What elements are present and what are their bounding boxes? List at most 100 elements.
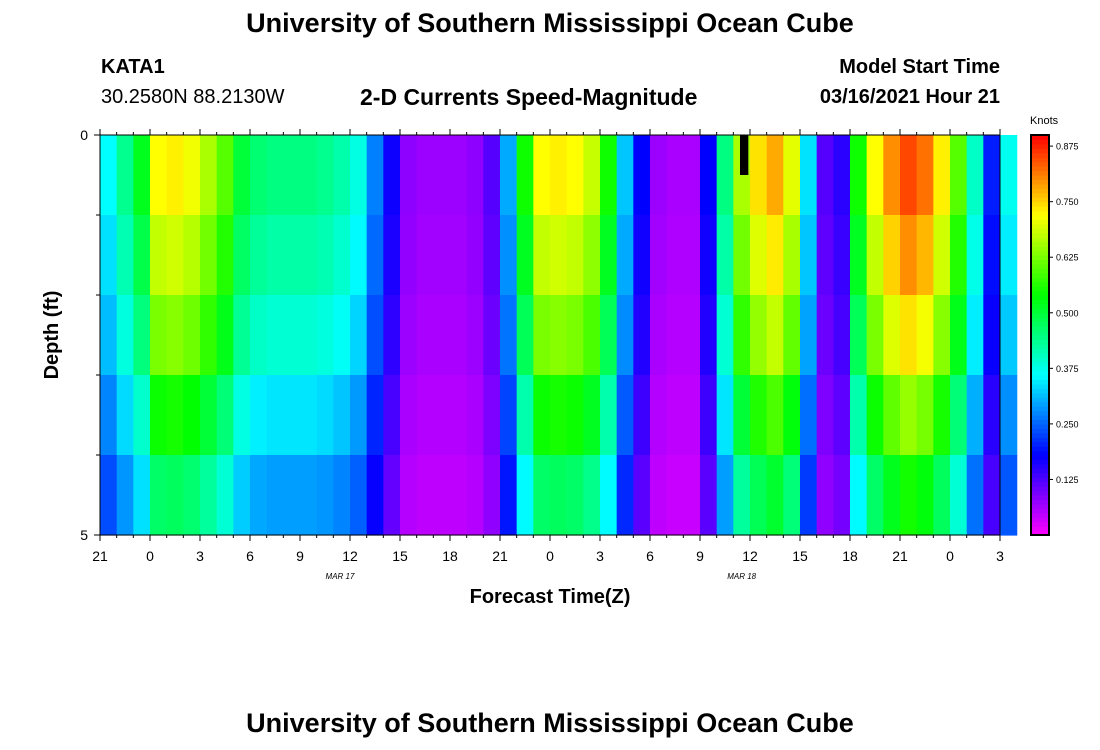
heatmap-cell [1000, 455, 1018, 536]
heatmap-cell [883, 295, 901, 376]
x-tick-label: 15 [792, 548, 808, 564]
heatmap-cell [200, 455, 218, 536]
colorbar-step [1031, 192, 1049, 198]
heatmap-cell [800, 135, 818, 216]
heatmap-cell [466, 295, 484, 376]
colorbar-tick-label: 0.250 [1056, 419, 1079, 429]
heatmap-cell [100, 295, 118, 376]
x-tick-label: 3 [596, 548, 604, 564]
colorbar-step [1031, 223, 1049, 229]
heatmap-cell [316, 375, 334, 456]
colorbar-step [1031, 401, 1049, 407]
station-id: KATA1 [101, 56, 165, 78]
heatmap-cell [950, 375, 968, 456]
heatmap-cell [850, 455, 868, 536]
x-tick-label: 6 [646, 548, 654, 564]
colorbar-step [1031, 375, 1049, 381]
heatmap-cell [816, 295, 834, 376]
colorbar-step [1031, 272, 1049, 278]
heatmap-cell [683, 215, 701, 296]
colorbar-step [1031, 290, 1049, 296]
heatmap-cell [1000, 295, 1018, 376]
heatmap-cell [950, 455, 968, 536]
heatmap-cell [400, 375, 418, 456]
colorbar-step [1031, 468, 1049, 474]
heatmap-cell [200, 215, 218, 296]
colorbar-step [1031, 237, 1049, 243]
x-tick-label: 12 [342, 548, 358, 564]
heatmap-cell [133, 135, 151, 216]
heatmap-cell [533, 455, 551, 536]
colorbar-step [1031, 308, 1049, 314]
heatmap-cell [750, 375, 768, 456]
colorbar-step [1031, 432, 1049, 438]
colorbar-step [1031, 450, 1049, 456]
colorbar-step [1031, 508, 1049, 514]
heatmap-cells [100, 135, 1018, 536]
heatmap-cell [116, 295, 134, 376]
heatmap-cell [133, 215, 151, 296]
x-tick-label: 12 [742, 548, 758, 564]
heatmap-cell [916, 455, 934, 536]
colorbar-step [1031, 152, 1049, 158]
colorbar-step [1031, 490, 1049, 496]
heatmap-cell [533, 295, 551, 376]
heatmap-cell [100, 215, 118, 296]
colorbar-step [1031, 303, 1049, 309]
missing-data-cell [740, 135, 749, 175]
heatmap-cell [416, 295, 434, 376]
colorbar-step [1031, 503, 1049, 509]
heatmap-cell [316, 295, 334, 376]
heatmap-cell [733, 375, 751, 456]
heatmap-cell [766, 455, 784, 536]
x-tick-label: 0 [546, 548, 554, 564]
heatmap-cell [816, 375, 834, 456]
heatmap-cell [483, 295, 501, 376]
heatmap-cell [650, 375, 668, 456]
heatmap-cell [300, 135, 318, 216]
heatmap-cell [633, 135, 651, 216]
heatmap-cell [483, 215, 501, 296]
heatmap-cell [166, 215, 184, 296]
colorbar-step [1031, 335, 1049, 341]
heatmap-cell [816, 215, 834, 296]
colorbar-step [1031, 201, 1049, 207]
colorbar-label: Knots [1030, 115, 1059, 127]
x-tick-label: 9 [296, 548, 304, 564]
colorbar-step [1031, 455, 1049, 461]
heatmap-cell [1000, 135, 1018, 216]
heatmap-cell [700, 135, 718, 216]
heatmap-cell [900, 455, 918, 536]
heatmap-cell [283, 295, 301, 376]
heatmap-cell [900, 375, 918, 456]
heatmap-cell [150, 375, 168, 456]
x-axis: 21 0 3 6 9 12 15 18 21 0 3 6 9 12 15 18 21 0 3 MAR 17 MAR 18 [92, 129, 1004, 581]
date-label: MAR 17 [326, 572, 355, 581]
heatmap-cell [600, 215, 618, 296]
heatmap-cell [466, 375, 484, 456]
heatmap-cell [400, 135, 418, 216]
heatmap-cell [200, 295, 218, 376]
colorbar-gradient [1031, 135, 1049, 536]
heatmap-cell [400, 215, 418, 296]
heatmap-cell [116, 215, 134, 296]
heatmap-cell [166, 455, 184, 536]
heatmap-cell [316, 215, 334, 296]
heatmap-cell [366, 455, 384, 536]
heatmap-cell [983, 295, 1001, 376]
heatmap-cell [566, 375, 584, 456]
heatmap-cell [683, 295, 701, 376]
heatmap-cell [400, 295, 418, 376]
heatmap-cell [650, 295, 668, 376]
heatmap-cell [366, 215, 384, 296]
colorbar-step [1031, 410, 1049, 416]
colorbar-step [1031, 463, 1049, 469]
heatmap-cell [216, 215, 234, 296]
heatmap-cell [516, 215, 534, 296]
heatmap-cell [250, 215, 268, 296]
heatmap-cell [966, 135, 984, 216]
x-tick-label: 21 [492, 548, 508, 564]
colorbar-step [1031, 326, 1049, 332]
heatmap-cell [666, 135, 684, 216]
heatmap-cell [566, 215, 584, 296]
